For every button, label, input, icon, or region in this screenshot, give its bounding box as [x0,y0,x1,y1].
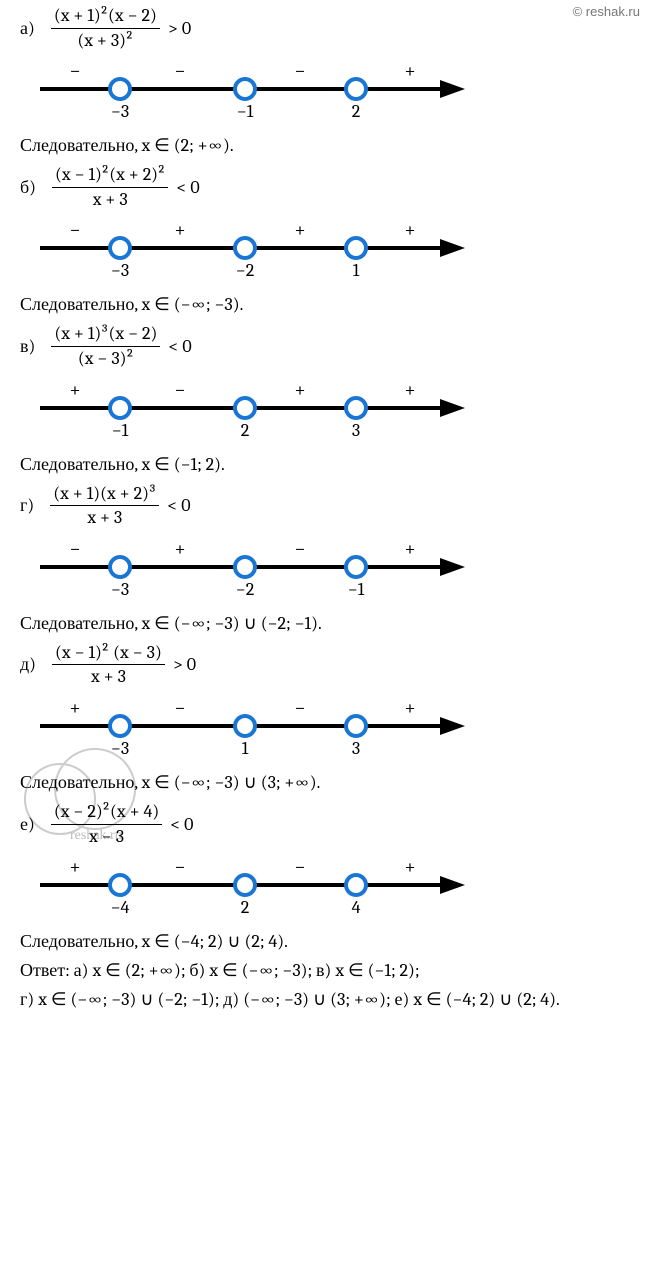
svg-text:3: 3 [352,738,360,759]
problem-4: д) (x − 1)² (x − 3)x + 3 > 0 + − − + −3 1 3 Следов… [0,642,652,793]
answer-line-2: г) x ∈ (−∞; −3) ∪ (−2; −1); д) (−∞; −3) … [20,989,652,1010]
equation-operator: < 0 [170,814,193,835]
svg-text:−: − [294,696,305,719]
svg-text:4: 4 [352,897,361,918]
equation-numerator: (x − 1)² (x − 3) [52,642,165,666]
svg-text:+: + [294,218,305,241]
svg-text:−3: −3 [111,579,129,600]
equation-numerator: (x + 1)(x + 2)³ [50,483,159,507]
conclusion: Следовательно, x ∈ (−∞; −3) ∪ (3; +∞). [20,772,652,793]
svg-text:−1: −1 [237,101,254,122]
svg-text:+: + [294,378,305,401]
conclusion: Следовательно, x ∈ (−4; 2) ∪ (2; 4). [20,931,652,952]
svg-text:−: − [174,855,185,878]
conclusion: Следовательно, x ∈ (2; +∞). [20,135,652,156]
svg-text:−: − [174,59,185,82]
number-line: + − + + −1 2 3 [30,378,652,448]
number-line: − + − + −3 −2 −1 [30,537,652,607]
svg-text:+: + [174,218,185,241]
equation-numerator: (x + 1)²(x − 2) [51,5,160,29]
conclusion: Следовательно, x ∈ (−∞; −3). [20,294,652,315]
svg-text:+: + [404,378,415,401]
equation-denominator: x + 3 [88,665,129,688]
svg-text:−4: −4 [111,897,130,918]
problem-header: в) (x + 1)³(x − 2)(x − 3)² < 0 [20,323,652,369]
svg-text:−: − [69,537,80,560]
svg-text:1: 1 [353,260,360,281]
svg-text:−1: −1 [348,579,365,600]
svg-text:+: + [404,855,415,878]
problem-header: б) (x − 1)²(x + 2)²x + 3 < 0 [20,164,652,210]
svg-text:3: 3 [352,420,360,441]
svg-text:−: − [294,855,305,878]
svg-text:−2: −2 [236,260,254,281]
equation-fraction: (x − 2)²(x + 4)x − 3 [51,801,162,847]
equation-operator: > 0 [168,18,191,39]
problem-header: г) (x + 1)(x + 2)³x + 3 < 0 [20,483,652,529]
equation-numerator: (x + 1)³(x − 2) [51,323,160,347]
svg-text:−3: −3 [111,738,129,759]
equation-fraction: (x − 1)² (x − 3)x + 3 [52,642,165,688]
number-line: + − − + −3 1 3 [30,696,652,766]
equation-operator: < 0 [168,336,191,357]
svg-text:−3: −3 [111,101,129,122]
svg-text:−3: −3 [111,260,129,281]
number-line: + − − + −4 2 4 [30,855,652,925]
svg-text:−2: −2 [236,579,254,600]
equation-fraction: (x − 1)²(x + 2)²x + 3 [52,164,168,210]
problem-0: а) (x + 1)²(x − 2)(x + 3)² > 0 − − − + −3 −1 2 Сле… [0,5,652,156]
equation-numerator: (x − 1)²(x + 2)² [52,164,168,188]
number-line: − + + + −3 −2 1 [30,218,652,288]
svg-text:−: − [69,218,80,241]
svg-text:+: + [404,537,415,560]
problem-label: е) [20,814,35,835]
number-line: − − − + −3 −1 2 [30,59,652,129]
svg-text:−: − [294,59,305,82]
svg-text:+: + [404,696,415,719]
problem-label: в) [20,336,35,357]
conclusion: Следовательно, x ∈ (−1; 2). [20,454,652,475]
svg-text:−: − [69,59,80,82]
svg-text:+: + [404,59,415,82]
problem-header: а) (x + 1)²(x − 2)(x + 3)² > 0 [20,5,652,51]
svg-text:1: 1 [242,738,249,759]
svg-text:−1: −1 [112,420,129,441]
problem-header: д) (x − 1)² (x − 3)x + 3 > 0 [20,642,652,688]
svg-text:+: + [174,537,185,560]
svg-text:+: + [69,378,80,401]
svg-text:2: 2 [241,897,250,918]
equation-numerator: (x − 2)²(x + 4) [51,801,162,825]
problem-label: г) [20,495,34,516]
svg-text:−: − [174,696,185,719]
svg-text:−: − [174,378,185,401]
conclusion: Следовательно, x ∈ (−∞; −3) ∪ (−2; −1). [20,613,652,634]
equation-operator: < 0 [167,495,190,516]
problem-2: в) (x + 1)³(x − 2)(x − 3)² < 0 + − + + −1 2 3 След… [0,323,652,474]
equation-operator: < 0 [176,177,199,198]
svg-text:+: + [69,696,80,719]
svg-text:+: + [404,218,415,241]
problem-header: е) (x − 2)²(x + 4)x − 3 < 0 [20,801,652,847]
equation-denominator: x + 3 [90,188,131,211]
equation-denominator: x − 3 [86,825,127,848]
problem-label: д) [20,654,36,675]
equation-denominator: (x − 3)² [75,347,137,370]
equation-denominator: (x + 3)² [74,29,136,52]
problem-5: е) (x − 2)²(x + 4)x − 3 < 0 + − − + −4 2 4 Следова… [0,801,652,952]
equation-fraction: (x + 1)³(x − 2)(x − 3)² [51,323,160,369]
problem-label: б) [20,177,36,198]
equation-denominator: x + 3 [84,506,125,529]
svg-text:2: 2 [241,420,250,441]
problem-3: г) (x + 1)(x + 2)³x + 3 < 0 − + − + −3 −2 −1 Следо… [0,483,652,634]
problem-label: а) [20,18,35,39]
svg-text:+: + [69,855,80,878]
svg-text:−: − [294,537,305,560]
answer-line-1: Ответ: а) x ∈ (2; +∞); б) x ∈ (−∞; −3); … [20,960,652,981]
equation-operator: > 0 [173,654,196,675]
svg-text:2: 2 [352,101,361,122]
equation-fraction: (x + 1)(x + 2)³x + 3 [50,483,159,529]
equation-fraction: (x + 1)²(x − 2)(x + 3)² [51,5,160,51]
problem-1: б) (x − 1)²(x + 2)²x + 3 < 0 − + + + −3 −2 1 Следо… [0,164,652,315]
